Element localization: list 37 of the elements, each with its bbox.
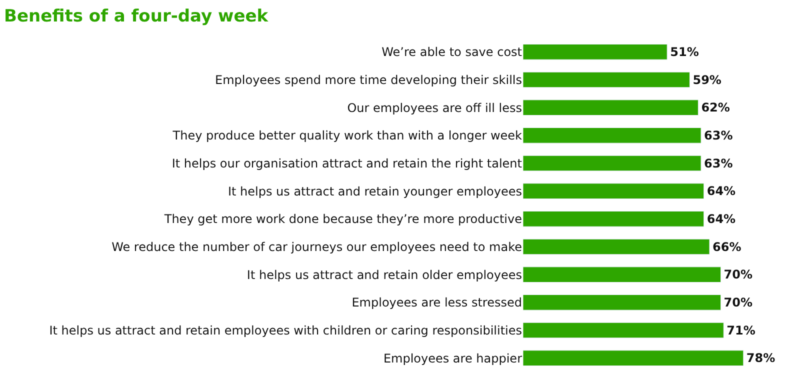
y-tick-label: It helps us attract and retain employees with children or caring responsibilities — [49, 323, 522, 338]
bar — [523, 266, 722, 282]
y-tick-label: They produce better quality work than with a longer week — [172, 128, 522, 143]
bar — [523, 155, 702, 172]
data-label: 62% — [701, 100, 730, 115]
text: Benefits of a four-day week — [4, 6, 269, 26]
y-tick-label: They get more work done because they’re more productive — [163, 212, 522, 226]
bar — [523, 44, 668, 60]
data-label: 63% — [704, 128, 733, 142]
y-tick-label: We’re able to save cost — [382, 45, 522, 60]
data-label: 59% — [692, 72, 722, 87]
y-tick-label: Employees are happier — [383, 351, 522, 366]
bar — [523, 183, 704, 199]
data-label: 71% — [726, 323, 756, 338]
y-tick-label: It helps us attract and retain younger employees — [228, 184, 522, 198]
data-label: 63% — [704, 156, 733, 170]
data-label: 51% — [670, 44, 699, 59]
y-tick-label: Employees are less stressed — [352, 296, 522, 310]
data-label: 64% — [706, 212, 736, 226]
data-label: 70% — [724, 295, 753, 310]
bar — [523, 238, 710, 255]
y-tick-label: Our employees are off ill less — [347, 100, 522, 115]
y-tick-label: We reduce the number of car journeys our employees need to make — [112, 240, 522, 254]
bar — [523, 128, 702, 144]
bar — [523, 72, 690, 88]
bar — [523, 211, 704, 227]
y-tick-label: It helps our organisation attract and retain the right talent — [172, 156, 522, 170]
data-label: 64% — [706, 184, 736, 198]
bar — [523, 322, 724, 338]
bar — [523, 350, 744, 366]
y-tick-label: Employees spend more time developing their skills — [215, 72, 522, 87]
data-label: 78% — [746, 351, 776, 366]
data-label: 66% — [712, 240, 742, 254]
bar — [523, 100, 698, 116]
data-label: 70% — [724, 268, 753, 282]
bar — [523, 294, 722, 310]
y-tick-label: It helps us attract and retain older employees — [246, 268, 522, 282]
